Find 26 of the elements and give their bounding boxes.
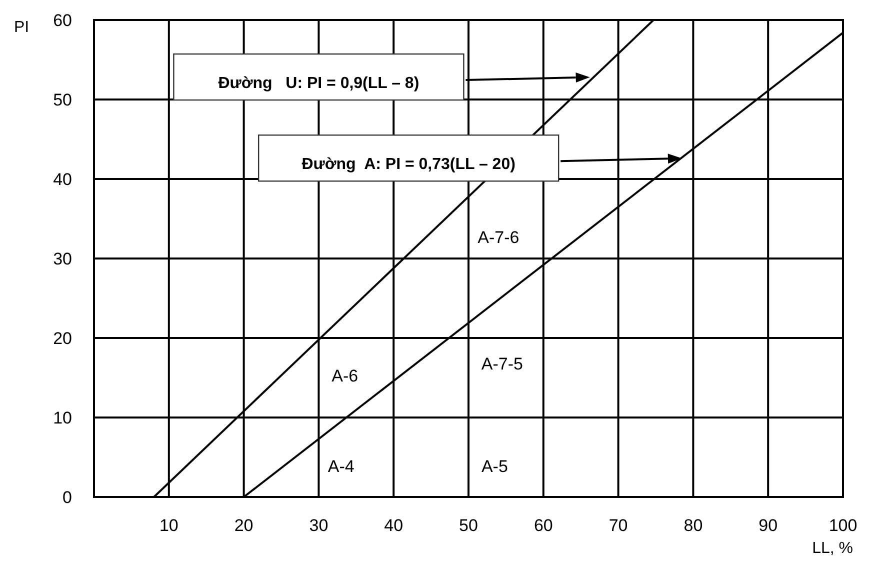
annotation: A-7-6 — [478, 228, 520, 248]
y-tick-label: 60 — [53, 11, 72, 30]
x-tick-label: 10 — [159, 516, 178, 535]
annotation: A-7-5 — [481, 354, 523, 374]
x-tick-label: 20 — [234, 516, 254, 535]
annotation: A-4 — [328, 456, 354, 476]
y-axis-title: PI — [14, 19, 30, 36]
y-tick-label: 0 — [62, 488, 72, 507]
x-tick-label: 90 — [758, 516, 778, 535]
x-tick-label: 100 — [828, 516, 858, 535]
x-tick-label: 80 — [684, 516, 703, 535]
y-tick-label: 30 — [53, 250, 72, 268]
annotation: Đường U: PI = 0,9(LL – 8) — [218, 75, 420, 92]
y-tick-label: 40 — [53, 170, 72, 189]
annotation: A-5 — [481, 456, 508, 476]
x-tick-label: 70 — [608, 516, 628, 535]
y-tick-label: 10 — [53, 408, 72, 428]
annotation: A-6 — [332, 366, 358, 386]
x-tick-label: 50 — [459, 516, 478, 535]
x-tick-label: 40 — [384, 516, 404, 535]
y-tick-label: 20 — [53, 329, 72, 348]
x-axis-title: LL, % — [812, 540, 853, 557]
x-tick-label: 60 — [534, 516, 553, 535]
x-tick-label: 30 — [309, 516, 328, 535]
annotation: Đường A: PI = 0,73(LL – 20) — [302, 156, 516, 174]
y-tick-label: 50 — [53, 90, 72, 110]
